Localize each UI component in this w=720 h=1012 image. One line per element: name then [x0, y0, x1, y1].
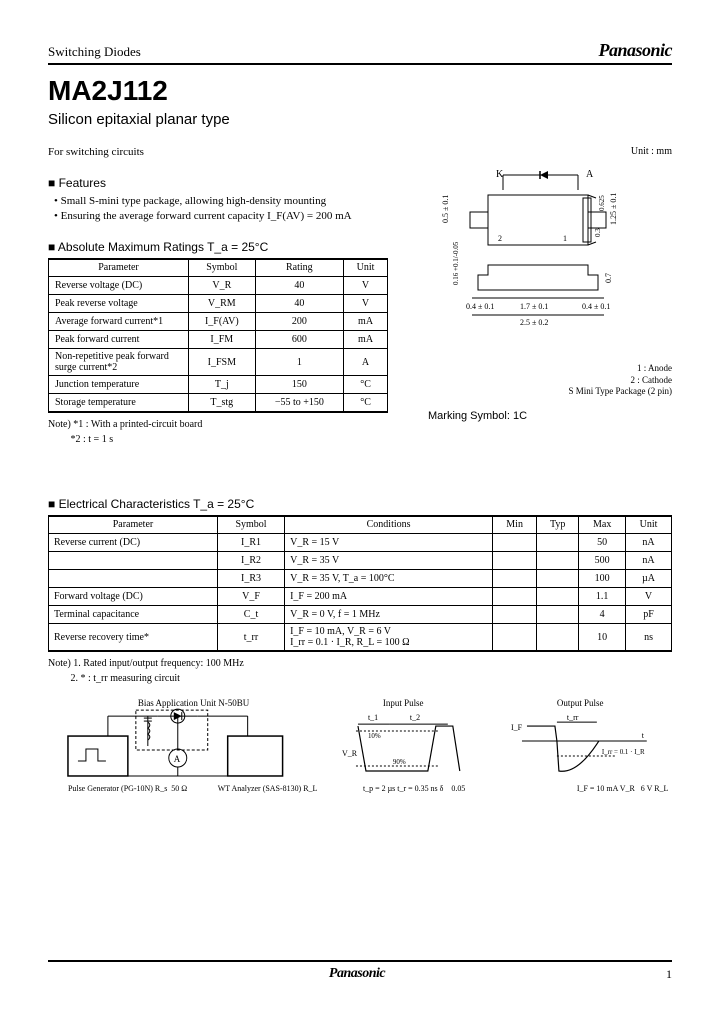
package-drawing: K A 1 2 0.5 ± 0.1 1.25 ± 0.1 0.625 [428, 165, 648, 355]
brand-logo: Panasonic [598, 40, 672, 61]
svg-text:0.7: 0.7 [604, 273, 613, 283]
amr-col: Parameter [49, 259, 189, 277]
svg-text:t_2: t_2 [409, 713, 419, 722]
svg-text:t_p = 2 µs t_r = 0.35 ns δ: t_p = 2 µs t_r = 0.35 ns δ 0.05 [362, 784, 464, 793]
svg-text:0.4 ± 0.1: 0.4 ± 0.1 [582, 302, 610, 311]
svg-text:Input Pulse: Input Pulse [382, 698, 423, 708]
svg-text:90%: 90% [392, 758, 405, 766]
circuit-diagram: Bias Application Unit N-50BU A [48, 696, 318, 836]
svg-text:1.25 ± 0.1: 1.25 ± 0.1 [609, 193, 618, 225]
svg-text:I_rr = 0.1 · I_R: I_rr = 0.1 · I_R [602, 748, 645, 756]
svg-text:1: 1 [563, 234, 567, 243]
ec-heading: ■ Electrical Characteristics T_a = 25°C [48, 497, 672, 511]
svg-text:WT Analyzer (SAS-8130) R_L 50: WT Analyzer (SAS-8130) R_L 50 Ω [218, 784, 318, 793]
amr-heading: ■ Absolute Maximum Ratings T_a = 25°C [48, 240, 408, 254]
amr-col: Unit [344, 259, 388, 277]
input-pulse-diagram: Input Pulse t_1 t_2 10% 90% V_R t_p = 2 … [338, 696, 488, 836]
category-label: Switching Diodes [48, 44, 141, 60]
application-text: For switching circuits [48, 146, 408, 158]
svg-text:A: A [586, 169, 594, 180]
svg-text:0.4 ± 0.1: 0.4 ± 0.1 [466, 302, 494, 311]
svg-text:0.16 +0.1/-0.05: 0.16 +0.1/-0.05 [452, 241, 460, 285]
svg-text:0.3: 0.3 [594, 228, 602, 237]
footer-brand: Panasonic [329, 966, 385, 982]
page-number: 1 [666, 967, 672, 982]
marking-symbol: Marking Symbol: 1C [428, 410, 672, 422]
subtitle: Silicon epitaxial planar type [48, 111, 672, 128]
page-footer: Panasonic 1 [48, 960, 672, 982]
svg-text:0.5 ± 0.1: 0.5 ± 0.1 [441, 195, 450, 223]
svg-text:Pulse Generator (PG-10N) R_s: Pulse Generator (PG-10N) R_s 50 Ω [68, 784, 187, 793]
amr-col: Symbol [189, 259, 256, 277]
svg-text:t: t [642, 731, 645, 740]
svg-text:Bias Application Unit N-50BU: Bias Application Unit N-50BU [138, 698, 250, 708]
svg-text:10%: 10% [367, 732, 380, 740]
svg-text:Output Pulse: Output Pulse [557, 698, 604, 708]
package-notes: 1 : Anode 2 : Cathode S Mini Type Packag… [428, 363, 672, 398]
features-heading: ■ Features [48, 176, 408, 190]
feature-item: Small S-mini type package, allowing high… [54, 194, 408, 209]
ec-notes: Note) 1. Rated input/output frequency: 1… [48, 656, 672, 686]
amr-table: Parameter Symbol Rating Unit Reverse vol… [48, 258, 388, 413]
svg-text:2.5 ± 0.2: 2.5 ± 0.2 [520, 318, 548, 327]
feature-item: Ensuring the average forward current cap… [54, 209, 408, 224]
svg-text:I_F: I_F [511, 723, 523, 732]
svg-text:2: 2 [498, 234, 502, 243]
svg-text:I_F = 10 mA V_R 6 V R_L 10: I_F = 10 mA V_R 6 V R_L 100 Ω [577, 784, 672, 793]
svg-text:V_R: V_R [342, 749, 358, 758]
output-pulse-diagram: Output Pulse t_rr t I_F I_rr = 0.1 · I_R… [507, 696, 672, 836]
svg-text:t_1: t_1 [367, 713, 377, 722]
svg-text:A: A [174, 754, 181, 764]
ec-table: ParameterSymbolConditions MinTypMaxUnit … [48, 515, 672, 653]
diagrams-row: Bias Application Unit N-50BU A [48, 696, 672, 836]
features-list: Small S-mini type package, allowing high… [54, 194, 408, 224]
svg-text:0.625: 0.625 [598, 195, 606, 211]
unit-label: Unit : mm [428, 146, 672, 157]
amr-col: Rating [255, 259, 343, 277]
svg-text:t_rr: t_rr [567, 713, 579, 722]
svg-text:1.7 ± 0.1: 1.7 ± 0.1 [520, 302, 548, 311]
part-number: MA2J112 [48, 75, 672, 107]
amr-notes: Note) *1 : With a printed-circuit board … [48, 417, 408, 447]
